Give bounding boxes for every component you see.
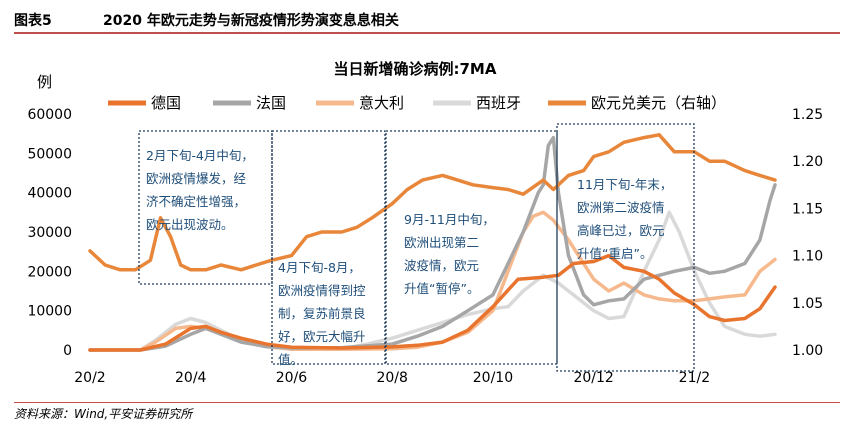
y-tick-label: 20000 [27,264,72,280]
series-line-spain [88,210,777,352]
annotation-box [138,130,273,285]
figure-number: 图表5 [14,13,52,29]
legend-label: 意大利 [359,94,404,112]
legend-label: 德国 [151,94,181,112]
covid-eurusd-chart: 当日新增确诊病例:7MA 例 德国 法国 意大利 西班牙 欧元兑美元（右轴） 0 1000… [27,60,823,386]
x-tick-label: 20/4 [175,370,207,386]
right-axis-ticks: 1.00 1.05 1.10 1.15 1.20 1.25 [792,107,823,359]
annotation-line: 升值“重启”。 [577,246,652,261]
y2-tick-label: 1.05 [792,296,823,312]
annotation-line: 欧洲出现第二 [404,235,479,250]
y-tick-label: 0 [63,343,72,359]
series-line-eurusd [88,133,777,272]
y-tick-label: 60000 [27,107,72,123]
y-axis-label: 例 [37,73,52,91]
annotation-line: 好，欧元大幅升 [278,329,366,344]
x-tick-label: 20/6 [276,370,308,386]
annotation-box [271,130,386,365]
annotation-line: 9月-11月中旬， [404,212,495,227]
legend-label: 法国 [256,94,286,112]
annotation-line: 波疫情，欧元 [404,258,479,273]
annotation-line: 高峰已过，欧元 [577,223,665,238]
legend-label: 欧元兑美元（右轴） [591,94,726,112]
header-rule [14,32,840,34]
annotation-line: 11月下旬-年末， [577,177,672,192]
x-tick-label: 20/10 [473,370,513,386]
x-tick-label: 20/2 [74,370,105,386]
annotation-line: 欧洲第二波疫情 [577,200,665,215]
x-tick-label: 20/8 [376,370,407,386]
annotation-line: 欧洲疫情得到控 [278,283,366,298]
footer-rule [14,402,840,403]
x-tick-label: 21/2 [679,370,710,386]
x-axis-ticks: 20/2 20/4 20/6 20/8 20/10 20/12 21/2 [74,370,710,386]
annotation-box [385,130,558,365]
figure-header: 图表5 2020 年欧元走势与新冠疫情形势演变息息相关 [0,0,853,34]
annotation-line: 欧洲疫情爆发，经 [146,171,247,186]
chart-legend: 德国 法国 意大利 西班牙 欧元兑美元（右轴） [108,94,726,112]
annotation-line: 升值“暂停”。 [404,281,479,296]
annotation-line: 4月下旬-8月， [278,260,361,275]
annotation-line: 制，复苏前景良 [278,306,366,321]
annotation-line: 济不确定性增强， [146,194,246,209]
chart-title: 当日新增确诊病例:7MA [334,60,497,78]
x-tick-label: 20/12 [573,370,613,386]
y2-tick-label: 1.00 [792,343,823,359]
annotation-line: 值。 [278,352,303,367]
y-tick-label: 40000 [27,186,72,202]
legend-label: 西班牙 [476,94,521,112]
annotation-line: 欧元出现波动。 [146,217,234,232]
y2-tick-label: 1.20 [792,154,823,170]
y2-tick-label: 1.10 [792,249,823,265]
y-tick-label: 10000 [27,304,72,320]
y-tick-label: 30000 [27,225,72,241]
y2-tick-label: 1.15 [792,201,823,217]
figure-title: 2020 年欧元走势与新冠疫情形势演变息息相关 [103,13,399,29]
annotation-line: 2月下旬-4月中旬， [146,148,254,163]
annotation-box [556,123,695,372]
y2-tick-label: 1.25 [792,107,823,123]
y-tick-label: 50000 [27,146,72,162]
source-note: 资料来源：Wind,平安证券研究所 [14,407,193,421]
left-axis-ticks: 0 10000 20000 30000 40000 50000 60000 [27,107,72,359]
